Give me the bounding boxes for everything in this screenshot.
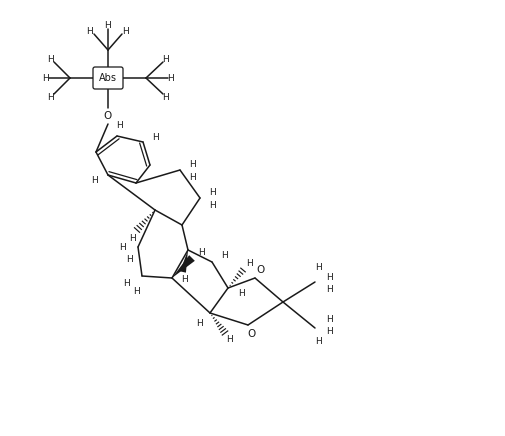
- Text: Abs: Abs: [99, 73, 117, 83]
- Text: H: H: [326, 316, 333, 324]
- Text: H: H: [47, 54, 54, 64]
- Text: H: H: [196, 319, 203, 327]
- Polygon shape: [172, 255, 194, 278]
- Text: H: H: [119, 242, 126, 252]
- Text: H: H: [326, 273, 333, 283]
- Text: H: H: [246, 259, 253, 268]
- Text: H: H: [162, 92, 169, 102]
- Text: H: H: [122, 27, 129, 35]
- Text: H: H: [162, 54, 169, 64]
- Polygon shape: [180, 250, 188, 272]
- Text: H: H: [209, 187, 216, 197]
- Text: H: H: [123, 279, 130, 289]
- Text: H: H: [189, 160, 196, 168]
- Text: O: O: [104, 111, 112, 121]
- Text: H: H: [326, 327, 333, 337]
- Text: H: H: [315, 337, 322, 347]
- Text: H: H: [42, 74, 49, 82]
- Text: H: H: [47, 92, 54, 102]
- Text: H: H: [86, 27, 93, 35]
- Text: H: H: [189, 173, 196, 181]
- Text: H: H: [167, 74, 174, 82]
- Text: H: H: [326, 286, 333, 294]
- Text: H: H: [105, 20, 111, 30]
- Text: H: H: [238, 289, 245, 297]
- FancyBboxPatch shape: [93, 67, 123, 89]
- Text: H: H: [209, 201, 216, 210]
- Text: O: O: [247, 329, 256, 339]
- Text: H: H: [181, 276, 188, 285]
- Text: H: H: [198, 248, 205, 256]
- Text: H: H: [91, 176, 98, 184]
- Text: H: H: [126, 255, 133, 265]
- Text: H: H: [153, 133, 159, 142]
- Text: H: H: [116, 120, 123, 129]
- Text: H: H: [221, 252, 228, 260]
- Text: H: H: [129, 234, 136, 242]
- Text: H: H: [133, 286, 140, 296]
- Text: H: H: [226, 335, 233, 344]
- Text: H: H: [315, 263, 322, 272]
- Text: O: O: [257, 265, 265, 275]
